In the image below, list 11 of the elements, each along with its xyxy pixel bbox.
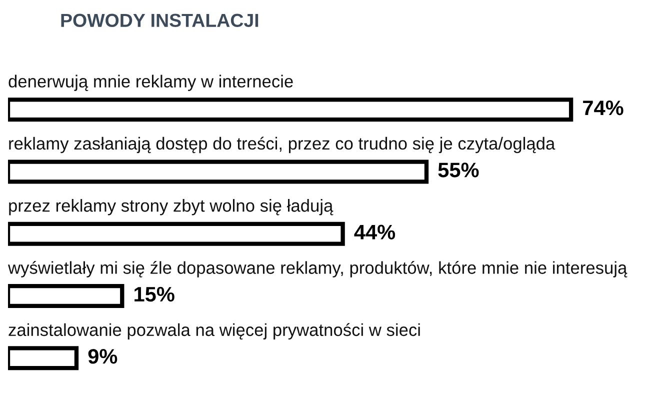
data-label: 44% (354, 224, 396, 240)
y-tick-label: zainstalowanie pozwala na więcej prywatności w sieci (8, 323, 420, 340)
y-tick-label: wyświetlały mi się źle dopasowane reklamy, produktów, które mnie nie interesują (8, 260, 628, 278)
chart-title: POWODY INSTALACJI (61, 14, 258, 28)
y-tick-label: reklamy zasłaniają dostęp do treści, przez co trudno się je czyta/ogląda (9, 136, 556, 154)
data-label: 74% (583, 100, 624, 116)
data-label: 15% (134, 286, 174, 302)
data-label: 55% (438, 162, 479, 178)
y-tick-label: denerwują mnie reklamy w internecie (8, 74, 293, 91)
y-tick-label: przez reklamy strony zbyt wolno się ładują (9, 199, 334, 216)
data-label: 9% (88, 349, 118, 364)
